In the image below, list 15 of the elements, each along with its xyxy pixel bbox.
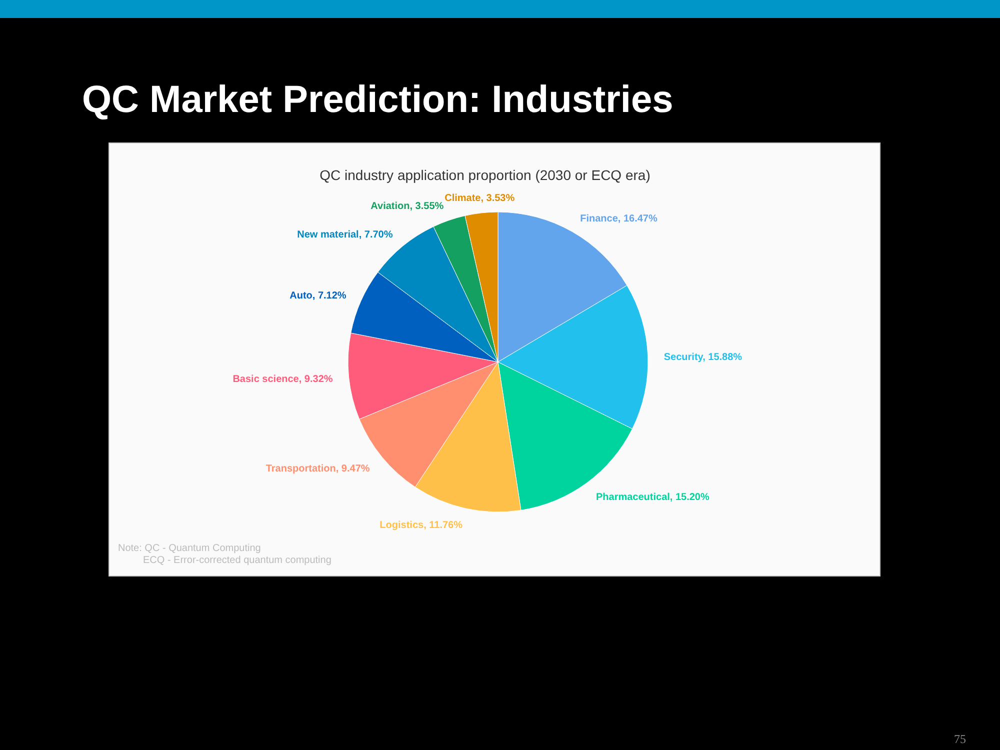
slice-label: Aviation, 3.55%	[370, 201, 444, 212]
slice-label: Basic science, 9.32%	[232, 374, 333, 386]
slice-label: Pharmaceutical, 15.20%	[596, 492, 710, 503]
slice-label: Auto, 7.12%	[290, 290, 346, 302]
slice-label: Security, 15.88%	[664, 352, 742, 363]
text: Note: QC - Quantum Computing	[118, 543, 261, 554]
chart-title: QC Market Prediction: Industries	[82, 79, 674, 121]
chart-subtitle: QC industry application proportion (2030 or ECQ era)	[320, 167, 650, 183]
slice-label: Finance, 16.47%	[580, 214, 658, 225]
slice-label: Transportation, 9.47%	[266, 463, 370, 474]
text: 75	[954, 732, 966, 746]
text: ECQ - Error-corrected quantum computing	[143, 555, 332, 566]
slice-label: Climate, 3.53%	[444, 193, 515, 204]
slice-label: Logistics, 11.76%	[380, 520, 463, 532]
slice-label: New material, 7.70%	[297, 230, 393, 241]
